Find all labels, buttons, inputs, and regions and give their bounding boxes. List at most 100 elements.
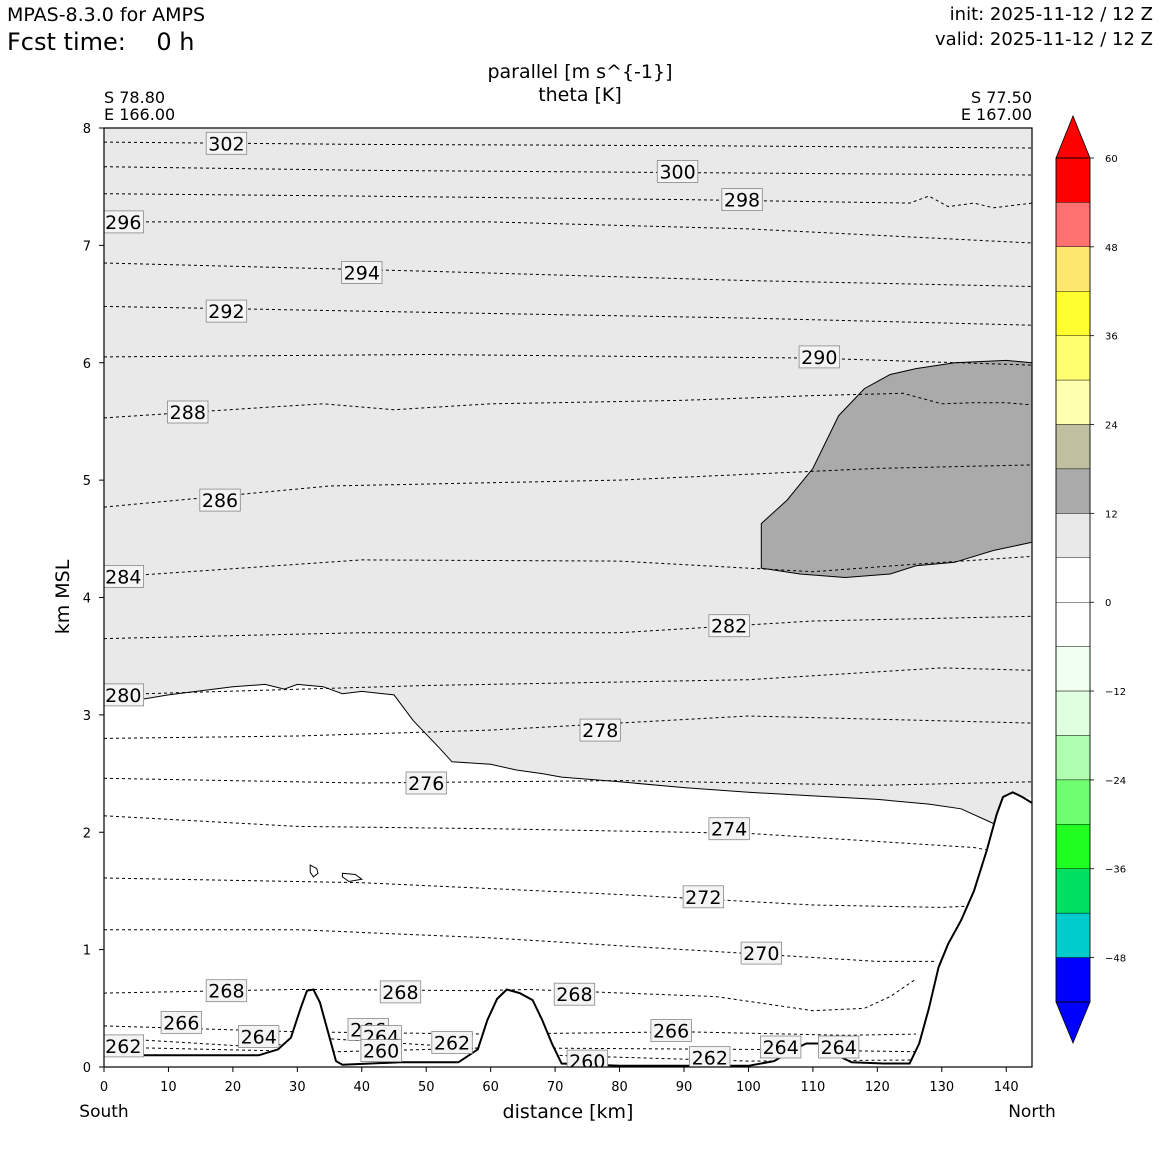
contour-label-box — [205, 299, 248, 323]
contour-label-260: 260 — [566, 1049, 608, 1073]
theta-contour-276 — [104, 777, 1032, 786]
contour-label-box — [566, 1049, 608, 1067]
contour-label-text: 262 — [434, 1032, 470, 1054]
contour-label-264: 264 — [760, 1035, 802, 1059]
colorbar-bin — [1055, 202, 1091, 247]
contour-label-text: 264 — [763, 1037, 799, 1059]
contour-label-text: 262 — [105, 1036, 141, 1058]
theta-contour-284 — [104, 555, 1032, 578]
y-tick-label: 7 — [83, 239, 91, 254]
contour-label-text: 268 — [208, 981, 244, 1003]
y-tick-label: 8 — [83, 122, 91, 137]
contour-label-text: 276 — [408, 773, 444, 795]
terrain — [104, 791, 1032, 1067]
contour-label-box — [818, 1035, 860, 1059]
left-lat: S 78.80 — [104, 88, 165, 107]
colorbar-bin — [1055, 424, 1091, 470]
contour-label-box — [199, 488, 241, 512]
contour-label-text: 274 — [711, 819, 747, 841]
colorbar-bin — [1055, 602, 1091, 647]
right-lat: S 77.50 — [971, 88, 1032, 107]
chart-title-1: parallel [m s^{-1}] — [487, 61, 672, 83]
contour-label-268: 268 — [205, 979, 248, 1003]
colorbar-bin — [1055, 246, 1091, 292]
contour-label-box — [682, 885, 724, 909]
theta-contour-280 — [104, 667, 1032, 696]
contour-label-box — [760, 1035, 802, 1059]
colorbar-bin — [1055, 957, 1091, 1003]
contour-label-272: 272 — [682, 885, 724, 909]
contour-label-box — [579, 718, 621, 742]
colorbar-tick-label: 0 — [1105, 598, 1111, 609]
theta-contour-274 — [104, 815, 1007, 854]
contour-label-box — [237, 1025, 280, 1048]
contour-label-box — [205, 979, 248, 1003]
contour-label-text: 260 — [569, 1051, 605, 1073]
contour-label-box — [431, 1031, 473, 1054]
contour-label-text: 298 — [724, 190, 760, 212]
colorbar-bin — [1055, 646, 1091, 692]
x-tick-label: 70 — [547, 1080, 564, 1095]
x-tick-label: 40 — [354, 1080, 371, 1095]
colorbar-bin — [1055, 335, 1091, 381]
contour-label-264: 264 — [818, 1035, 860, 1059]
theta-contour-292 — [104, 305, 1032, 326]
colorbar-tick-label: 12 — [1105, 509, 1118, 520]
contour-label-box — [360, 1039, 402, 1062]
contour-label-302: 302 — [205, 131, 248, 155]
theta-contour-286 — [104, 464, 1032, 508]
contour-label-268: 268 — [553, 982, 596, 1006]
x-tick-label: 140 — [994, 1080, 1019, 1095]
colorbar-bin — [1055, 379, 1091, 425]
colorbar-bin — [1055, 868, 1091, 914]
colorbar: 60 48 36 24 12 0 −12 −24 −36 −48 — [1055, 114, 1126, 1045]
x-tick-label: 50 — [418, 1080, 435, 1095]
contour-label-266: 266 — [650, 1019, 692, 1043]
theta-contour-296 — [104, 221, 1032, 244]
x-axis-label: distance [km] — [503, 1101, 634, 1123]
contour-label-box — [160, 1011, 203, 1034]
right-lon: E 167.00 — [961, 105, 1032, 124]
colorbar-bin — [1055, 157, 1091, 203]
contour-label-300: 300 — [656, 159, 699, 183]
contour-label-276: 276 — [405, 771, 447, 795]
contour-label-282: 282 — [708, 614, 750, 638]
contour-label-296: 296 — [104, 210, 144, 234]
y-axis-ticks: 0 1 2 3 4 5 6 7 8 — [83, 122, 104, 1076]
contour-label-box — [379, 980, 422, 1004]
colorbar-tick-label: −36 — [1105, 865, 1126, 876]
colorbar-over-arrow — [1055, 114, 1091, 159]
contour-label-box — [721, 188, 763, 212]
theta-contour-270 — [104, 929, 936, 962]
contour-label-268: 268 — [379, 980, 422, 1004]
colorbar-bin — [1055, 513, 1091, 559]
x-tick-label: 60 — [482, 1080, 499, 1095]
contour-label-box — [656, 159, 699, 183]
contour-label-266: 266 — [160, 1011, 203, 1034]
colorbar-bin — [1055, 291, 1091, 336]
y-tick-label: 5 — [83, 474, 91, 489]
theta-contour-300 — [104, 166, 1032, 176]
contour-label-text: 294 — [344, 262, 380, 284]
contour-label-box — [708, 817, 750, 841]
x-tick-label: 20 — [225, 1080, 242, 1095]
contour-label-text: 292 — [208, 301, 244, 323]
contour-label-298: 298 — [721, 188, 763, 212]
init-time: init: 2025-11-12 / 12 Z — [949, 4, 1153, 25]
theta-contour-290 — [104, 353, 1032, 366]
theta-contour-272 — [104, 877, 968, 908]
theta-contour-268 — [104, 978, 917, 1012]
contour-label-280: 280 — [104, 683, 144, 707]
contour-label-text: 264 — [821, 1037, 857, 1059]
contour-label-box — [689, 1046, 731, 1067]
colorbar-bin — [1055, 557, 1091, 603]
theta-contour-278 — [104, 715, 1032, 739]
valid-time: valid: 2025-11-12 / 12 Z — [935, 29, 1153, 50]
contour-label-text: 272 — [685, 887, 721, 909]
contour-label-text: 290 — [801, 347, 837, 369]
contour-label-270: 270 — [740, 941, 782, 965]
contour-label-264: 264 — [237, 1025, 280, 1049]
theta-contour-282 — [104, 615, 1032, 640]
small-contour-0 — [309, 864, 319, 878]
